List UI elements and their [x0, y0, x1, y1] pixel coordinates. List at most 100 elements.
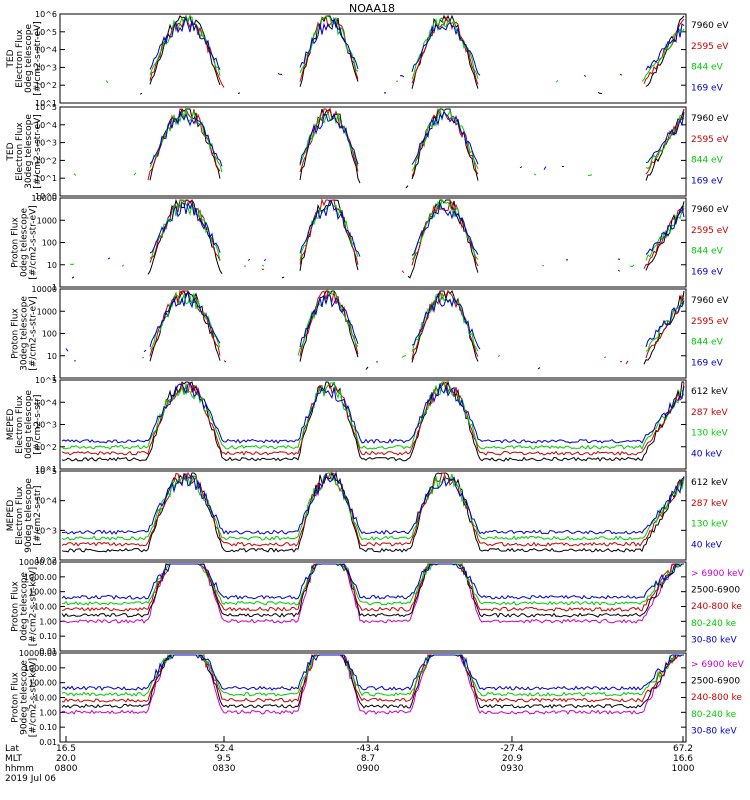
y-axis-label: [#/cm2-s-str-keV] [29, 658, 39, 737]
x-tick-label: 67.2 [673, 744, 693, 754]
series-trace-3 [61, 381, 685, 451]
series-trace-3 [73, 107, 685, 176]
y-axis-label: [#/cm2-s-str-keV] [29, 567, 39, 646]
panel-frame [59, 106, 687, 197]
legend-entry: 287 keV [691, 408, 728, 418]
series-trace-4 [61, 382, 685, 444]
series-trace-3 [141, 290, 685, 359]
series-trace-4 [61, 653, 684, 697]
legend-entry: 612 keV [691, 478, 728, 488]
series-trace-2 [61, 471, 685, 547]
series-trace-1 [71, 198, 685, 279]
y-axis-label: [#/cm2-s-str] [33, 485, 43, 545]
y-tick-label: 10^2 [35, 556, 57, 565]
y-axis-label: MEPED [6, 409, 16, 441]
y-axis-label: Electron Flux [15, 122, 25, 181]
series-trace-2 [149, 198, 685, 274]
y-tick-label: 10 [47, 352, 57, 361]
x-tick-label: 0830 [213, 764, 236, 774]
y-tick-label: 10.00 [34, 603, 57, 612]
chart-title: NOAA18 [349, 2, 395, 15]
panel-frame [59, 652, 687, 743]
legend-entry: 80-240 ke [691, 710, 737, 720]
y-tick-label: 10^3 [35, 139, 57, 148]
y-tick-label: 10^3 [35, 63, 57, 72]
y-tick-label: 1000 [37, 216, 57, 225]
panel-frame [59, 13, 687, 104]
y-axis-label: Proton Flux [11, 308, 21, 359]
legend-entry: 7960 eV [691, 296, 729, 306]
y-tick-label: 10^5 [35, 467, 57, 476]
legend-entry: 844 eV [691, 63, 724, 73]
series-trace-4 [149, 16, 685, 78]
series-trace-1 [149, 289, 685, 370]
legend-entry: 844 eV [691, 247, 724, 257]
series-trace-4 [107, 199, 685, 261]
panel-8: 0.01 0.10 1.00 10.00 100.00 1000.00 10000.00 Pr… [11, 649, 745, 747]
y-axis-label: [#/cm2-s-str-eV] [29, 296, 39, 371]
legend-entry: 2500-6900 [691, 586, 740, 596]
legend-entry: 7960 eV [691, 114, 729, 124]
legend-entry: 2595 eV [691, 317, 729, 327]
x-tick-label: 52.4 [214, 744, 234, 754]
x-tick-label: 16.6 [673, 754, 693, 764]
y-tick-label: 1 [52, 374, 57, 383]
legend-entry: 2500-6900 [691, 677, 740, 687]
legend-entry: 40 keV [691, 449, 723, 459]
series-trace-2 [61, 380, 685, 456]
series-trace-2 [61, 562, 684, 618]
date-label: 2019 Jul 06 [5, 774, 56, 784]
x-row-label: hhmm [5, 764, 34, 774]
y-tick-label: 10 [47, 261, 57, 270]
series-trace-2 [147, 107, 685, 181]
legend-entry: 80-240 ke [691, 619, 737, 629]
y-tick-label: 1000.00 [24, 573, 57, 582]
y-tick-label: 10^3 [35, 526, 57, 535]
x-tick-label: 20.0 [56, 754, 76, 764]
y-axis-label: 0deg telescope [20, 208, 30, 278]
y-tick-label: 100 [42, 330, 57, 339]
legend-entry: 7960 eV [691, 21, 729, 31]
y-axis-label: 90deg telescope [24, 478, 34, 553]
y-axis-label: Proton Flux [11, 672, 21, 723]
x-tick-label: -43.4 [356, 744, 380, 754]
y-tick-label: 10^4 [35, 46, 57, 55]
y-tick-label: 0.10 [39, 632, 57, 641]
y-axis-label: TED [6, 142, 16, 161]
y-tick-label: 10^5 [35, 103, 57, 112]
series-trace-4 [65, 292, 685, 353]
x-tick-label: 20.9 [502, 754, 522, 764]
x-tick-label: 9.5 [217, 754, 231, 764]
legend-entry: 2595 eV [691, 135, 729, 145]
panel-frame [59, 197, 687, 288]
y-tick-label: 10^2 [35, 81, 57, 90]
legend-entry: 240-800 ke [691, 602, 742, 612]
legend-entry: 40 keV [691, 540, 723, 550]
x-row-label: MLT [5, 754, 23, 764]
legend-entry: 169 eV [691, 83, 724, 93]
y-axis-label: Proton Flux [11, 581, 21, 632]
panel-2: 10^0 10^1 10^2 10^3 10^4 10^5 TED Electron Flux… [6, 103, 729, 201]
y-tick-label: 10^0 [35, 192, 57, 201]
y-tick-label: 0.01 [39, 738, 57, 747]
y-tick-label: 10^1 [35, 465, 57, 474]
legend-entry: > 6900 keV [691, 569, 745, 579]
y-tick-label: 10000 [32, 285, 57, 294]
y-tick-label: 10000.00 [19, 649, 57, 658]
y-tick-label: 0.01 [39, 647, 57, 656]
x-tick-label: 0900 [357, 764, 380, 774]
y-axis-label: [#/cm2-s-str-eV] [33, 114, 43, 189]
y-tick-label: 10^2 [35, 156, 57, 165]
y-tick-label: 10^1 [35, 174, 57, 183]
y-axis-label: 30deg telescope [24, 114, 34, 189]
y-tick-label: 100 [42, 239, 57, 248]
series-trace-5 [61, 653, 684, 691]
legend-entry: 169 eV [691, 358, 724, 368]
y-axis-label: TED [6, 49, 16, 68]
panel-1: 10^1 10^2 10^3 10^4 10^5 10^6 TED Electron Flux… [6, 10, 729, 108]
panel-5: 10^1 10^2 10^3 10^4 10^5 MEPED Electron Flux 0d… [6, 376, 728, 474]
y-tick-label: 10.00 [34, 694, 57, 703]
y-tick-label: 1.00 [39, 617, 57, 626]
y-tick-label: 1000.00 [24, 664, 57, 673]
y-axis-label: Electron Flux [15, 29, 25, 88]
